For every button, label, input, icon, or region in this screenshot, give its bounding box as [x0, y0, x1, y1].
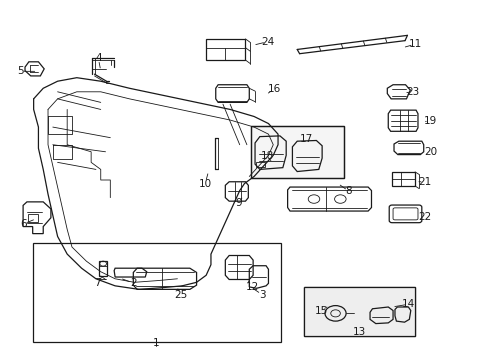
- Bar: [304, 287, 414, 336]
- Text: 18: 18: [260, 151, 274, 161]
- Bar: [206, 39, 245, 60]
- Text: 3: 3: [258, 290, 265, 300]
- Bar: [250, 126, 344, 178]
- Text: 7: 7: [94, 278, 101, 288]
- Text: 12: 12: [245, 282, 258, 292]
- Text: 17: 17: [300, 134, 313, 144]
- Bar: [250, 126, 344, 178]
- Text: 1: 1: [152, 338, 159, 348]
- Bar: [391, 172, 414, 186]
- Text: 14: 14: [402, 299, 415, 309]
- Text: 4: 4: [95, 53, 102, 63]
- Text: 6: 6: [20, 219, 26, 229]
- Bar: [304, 287, 414, 336]
- Text: 9: 9: [234, 198, 241, 208]
- Bar: [33, 243, 280, 342]
- Bar: [304, 287, 414, 336]
- Text: 20: 20: [423, 147, 436, 157]
- Text: 24: 24: [260, 37, 274, 47]
- Text: 2: 2: [130, 278, 136, 288]
- Text: 11: 11: [407, 39, 421, 49]
- Text: 25: 25: [174, 290, 187, 300]
- Text: 22: 22: [418, 212, 431, 222]
- Text: 10: 10: [198, 179, 211, 189]
- Text: 21: 21: [418, 177, 431, 187]
- Bar: [99, 261, 107, 276]
- Text: 5: 5: [17, 66, 23, 76]
- Bar: [28, 213, 39, 222]
- Text: 23: 23: [406, 87, 419, 97]
- Text: 19: 19: [423, 116, 436, 126]
- Text: 15: 15: [314, 306, 327, 315]
- Text: 13: 13: [352, 327, 366, 337]
- Text: 16: 16: [267, 84, 280, 94]
- Bar: [256, 162, 264, 167]
- Text: 8: 8: [345, 186, 351, 196]
